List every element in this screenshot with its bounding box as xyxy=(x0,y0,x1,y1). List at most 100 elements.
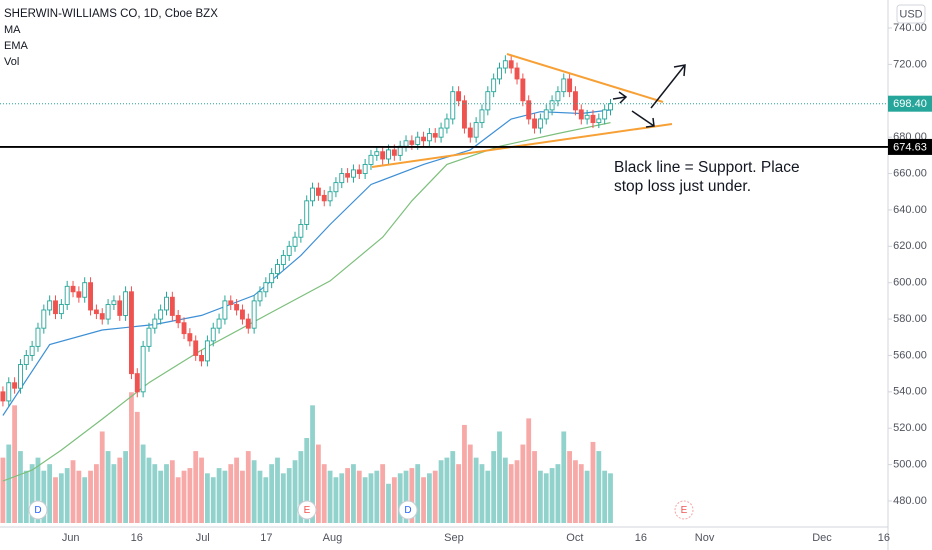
volume-bar xyxy=(508,464,514,523)
volume-bar xyxy=(228,464,234,523)
candle-body xyxy=(35,327,41,347)
candle-body xyxy=(239,309,245,320)
candle-body xyxy=(345,173,351,178)
volume-bar xyxy=(374,470,380,523)
candle-body xyxy=(269,273,275,284)
candle-body xyxy=(409,140,415,145)
volume-bar xyxy=(70,460,76,523)
volume-bar xyxy=(298,451,304,523)
candle-body xyxy=(17,364,23,389)
volume-bar xyxy=(573,460,578,523)
volume-bar xyxy=(175,477,181,523)
candle-body xyxy=(304,200,310,225)
support-label: 674.63 xyxy=(893,141,927,153)
candle-body xyxy=(602,109,608,120)
volume-bar xyxy=(134,411,140,523)
candle-body xyxy=(152,318,158,329)
volume-bar xyxy=(310,405,315,523)
candle-body xyxy=(555,91,561,102)
currency-box[interactable] xyxy=(896,4,926,24)
volume-bar xyxy=(438,460,444,523)
candle-body xyxy=(549,100,555,111)
volume-bar xyxy=(240,470,245,523)
x-tick-label: Nov xyxy=(695,532,715,544)
volume-bar xyxy=(0,457,6,523)
volume-bar xyxy=(502,457,508,523)
candle-body xyxy=(572,91,578,111)
volume-bar xyxy=(216,468,222,523)
candle-body xyxy=(327,191,333,202)
candle-body xyxy=(438,127,444,138)
volume-bar xyxy=(123,451,129,523)
x-tick-label: Dec xyxy=(812,532,832,544)
candle-body xyxy=(380,151,386,160)
candle-body xyxy=(58,304,64,315)
event-marker xyxy=(674,500,694,520)
volume-bar xyxy=(567,451,573,523)
event-label: E xyxy=(304,505,311,516)
volume-bar xyxy=(421,477,426,523)
event-marker xyxy=(297,500,317,520)
candle-body xyxy=(134,373,140,393)
y-tick-label: 540.00 xyxy=(893,386,927,398)
candle-body xyxy=(82,282,88,298)
y-tick-label: 500.00 xyxy=(893,459,927,471)
candle-body xyxy=(245,318,251,329)
candle-body xyxy=(590,114,596,124)
candle-body xyxy=(578,109,584,120)
candle-body xyxy=(105,304,111,320)
candle-body xyxy=(76,291,82,298)
volume-bar xyxy=(555,464,561,523)
y-tick-label: 600.00 xyxy=(893,277,927,289)
event-label: D xyxy=(404,505,411,516)
volume-bar xyxy=(345,468,351,523)
candle-body xyxy=(47,300,53,311)
candle-body xyxy=(456,91,462,102)
candle-body xyxy=(175,314,181,324)
volume-bar xyxy=(456,464,462,523)
candle-body xyxy=(543,109,549,120)
candle-body xyxy=(228,300,234,305)
volume-bar xyxy=(58,473,64,523)
volume-bar xyxy=(292,460,298,523)
candle-body xyxy=(432,133,438,138)
volume-bar xyxy=(76,470,82,523)
candle-body xyxy=(298,224,304,238)
volume-bar xyxy=(467,444,473,523)
volume-bar xyxy=(543,473,549,523)
volume-bar xyxy=(415,464,421,523)
candle-body xyxy=(491,78,497,93)
candle-body xyxy=(41,309,47,329)
volume-bar xyxy=(99,431,105,523)
volume-bar xyxy=(158,470,164,523)
candle-body xyxy=(508,60,514,69)
legend-item: EMA xyxy=(4,40,29,52)
volume-bar xyxy=(93,464,99,523)
volume-bar xyxy=(234,457,240,523)
last-price-box xyxy=(888,95,932,112)
candle-body xyxy=(164,296,169,311)
candle-body xyxy=(532,118,538,129)
candle-body xyxy=(169,296,175,316)
volume-bar xyxy=(432,470,438,523)
candle-body xyxy=(426,133,432,142)
volume-bar xyxy=(321,464,327,523)
volume-bar xyxy=(351,464,356,523)
volume-bar xyxy=(409,468,415,523)
volume-bar xyxy=(549,468,555,523)
x-tick-label: Aug xyxy=(323,532,343,544)
candle-body xyxy=(216,318,222,329)
candle-body xyxy=(29,345,35,356)
volume-bar xyxy=(479,464,485,523)
volume-bar xyxy=(164,464,169,523)
candle-body xyxy=(117,300,123,316)
volume-bar xyxy=(152,464,158,523)
volume-bar xyxy=(210,477,216,523)
candle-body xyxy=(199,355,205,362)
volume-bar xyxy=(245,451,251,523)
volume-bar xyxy=(596,451,602,523)
volume-bar xyxy=(6,444,12,523)
candle-body xyxy=(485,91,491,111)
volume-bar xyxy=(444,457,450,523)
candle-body xyxy=(158,309,164,320)
